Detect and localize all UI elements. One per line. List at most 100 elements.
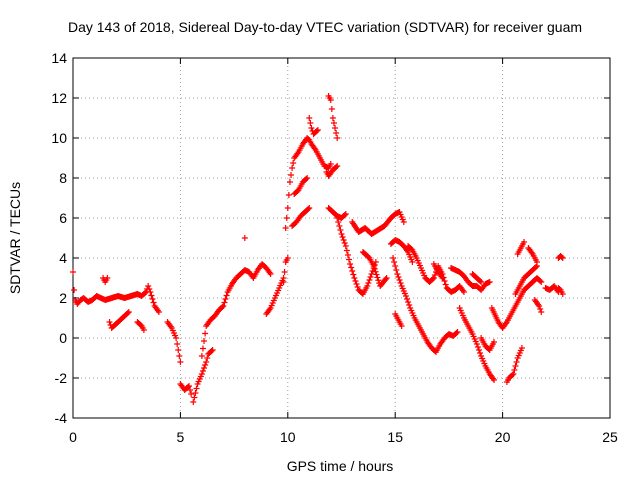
- data-point: [333, 130, 340, 136]
- data-point: [328, 106, 335, 112]
- data-point: [202, 330, 209, 337]
- data-point: [201, 365, 208, 371]
- data-point: [148, 292, 155, 299]
- y-tick-label: 6: [59, 210, 67, 226]
- data-point: [342, 243, 349, 249]
- data-point: [429, 276, 436, 282]
- data-point: [348, 264, 355, 271]
- y-tick-label: 2: [59, 290, 67, 306]
- data-point: [290, 160, 297, 166]
- data-point: [334, 163, 341, 169]
- data-point: [394, 271, 401, 277]
- data-point: [373, 271, 380, 278]
- data-point: [474, 344, 481, 350]
- data-point: [288, 172, 295, 178]
- y-tick-label: 10: [51, 130, 67, 146]
- data-point: [390, 255, 397, 261]
- x-tick-label: 20: [495, 429, 511, 445]
- data-point: [477, 278, 484, 284]
- x-tick-label: 5: [177, 429, 185, 445]
- data-point: [402, 293, 409, 299]
- data-point: [141, 290, 148, 296]
- data-point: [336, 223, 343, 229]
- data-point: [198, 353, 205, 359]
- data-point: [559, 255, 566, 261]
- data-point: [558, 254, 565, 260]
- data-point: [222, 296, 229, 302]
- data-point: [305, 206, 312, 212]
- data-point: [371, 265, 378, 272]
- data-point: [396, 277, 403, 283]
- data-point: [392, 263, 399, 269]
- data-point: [341, 212, 348, 218]
- data-point: [304, 175, 311, 181]
- data-point: [366, 277, 373, 283]
- data-point: [454, 329, 461, 335]
- data-point: [149, 296, 156, 302]
- data-point: [342, 211, 349, 217]
- data-point: [176, 353, 183, 359]
- data-point: [198, 371, 205, 377]
- data-point: [335, 219, 342, 225]
- data-point: [281, 269, 288, 275]
- data-point: [308, 125, 315, 131]
- data-point: [521, 239, 528, 245]
- plot-area-border: [72, 57, 611, 419]
- data-point: [327, 161, 334, 167]
- data-point: [395, 274, 402, 280]
- data-point: [145, 283, 152, 289]
- data-point: [559, 291, 566, 297]
- data-point: [365, 280, 372, 286]
- data-point: [175, 347, 182, 353]
- data-point: [70, 269, 76, 275]
- data-point: [174, 341, 181, 347]
- data-point: [125, 309, 132, 315]
- data-point: [307, 120, 314, 126]
- data-point: [284, 255, 291, 261]
- data-point: [71, 287, 78, 293]
- data-point: [486, 279, 493, 285]
- data-point: [306, 115, 313, 121]
- data-point: [203, 359, 210, 365]
- data-point: [333, 164, 340, 170]
- data-point: [327, 97, 334, 103]
- data-point: [475, 347, 482, 353]
- data-point: [202, 362, 209, 368]
- data-point: [106, 319, 113, 325]
- data-point: [199, 368, 206, 374]
- x-tick-label: 25: [602, 429, 618, 445]
- data-point: [221, 299, 228, 306]
- data-point: [372, 268, 379, 275]
- y-tick-label: 14: [51, 50, 67, 66]
- data-point: [282, 225, 289, 231]
- data-point: [382, 276, 389, 283]
- data-point: [341, 240, 348, 246]
- y-tick-label: -4: [55, 410, 68, 426]
- data-point: [146, 286, 153, 292]
- x-axis-label: GPS time / hours: [287, 458, 394, 474]
- data-point: [330, 120, 337, 126]
- data-point: [208, 348, 215, 354]
- data-point: [220, 303, 227, 309]
- data-point: [512, 363, 519, 369]
- data-point: [193, 385, 200, 392]
- data-point: [439, 275, 446, 281]
- data-point: [241, 235, 248, 241]
- data-point: [409, 259, 416, 265]
- data-point: [453, 330, 460, 336]
- data-point: [367, 274, 374, 280]
- data-point: [431, 272, 438, 278]
- y-tick-label: 4: [59, 250, 67, 266]
- data-point: [306, 205, 313, 211]
- data-point: [350, 271, 357, 278]
- data-point: [147, 289, 154, 295]
- data-point: [190, 399, 197, 405]
- data-point: [346, 256, 353, 263]
- data-point: [329, 115, 336, 121]
- data-point: [352, 278, 359, 284]
- data-points: [70, 93, 566, 405]
- data-point: [473, 341, 480, 347]
- x-tick-label: 15: [387, 429, 403, 445]
- data-point: [406, 302, 413, 308]
